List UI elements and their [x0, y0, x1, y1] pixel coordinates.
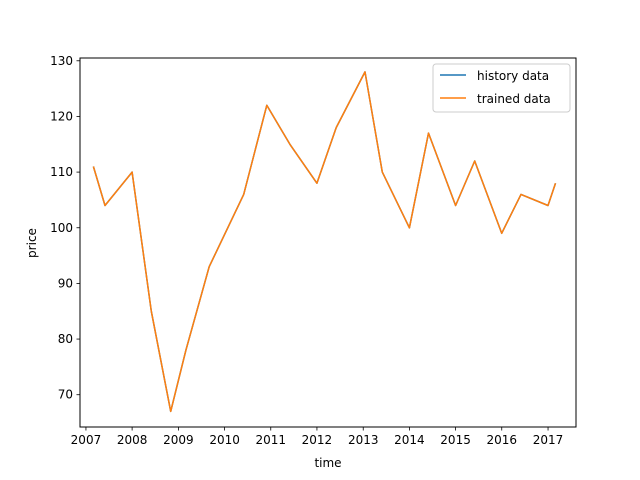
- y-axis-label: price: [25, 228, 39, 258]
- y-tick-label: 130: [50, 54, 73, 68]
- x-tick-label: 2012: [302, 433, 333, 447]
- legend-box: [432, 63, 571, 113]
- legend-label-history-data: history data: [477, 69, 549, 83]
- y-tick-label: 100: [50, 221, 73, 235]
- y-tick-label: 70: [58, 388, 73, 402]
- x-tick-label: 2010: [209, 433, 240, 447]
- y-tick-label: 90: [58, 276, 73, 290]
- x-tick-label: 2015: [440, 433, 471, 447]
- x-axis-label: time: [314, 456, 341, 470]
- y-tick-label: 120: [50, 109, 73, 123]
- x-tick-label: 2007: [71, 433, 102, 447]
- x-tick-label: 2014: [394, 433, 425, 447]
- x-tick-label: 2011: [255, 433, 286, 447]
- y-tick-label: 80: [58, 332, 73, 346]
- x-tick-label: 2016: [486, 433, 517, 447]
- series-layer: [92, 71, 557, 413]
- series-line-trained-data: [92, 71, 557, 413]
- plot-frame: [79, 57, 577, 428]
- x-tick-label: 2009: [163, 433, 194, 447]
- x-axis-ticks: 2007 2008 2009 2010 2011 2012 2013 2014 2015 2016…: [71, 427, 564, 447]
- y-axis-ticks: 70 80 90 100 110 120 130: [50, 54, 80, 402]
- legend-label-trained-data: trained data: [477, 92, 551, 106]
- x-tick-label: 2013: [348, 433, 379, 447]
- y-tick-label: 110: [50, 165, 73, 179]
- x-tick-label: 2008: [117, 433, 148, 447]
- x-tick-label: 2017: [533, 433, 564, 447]
- legend: history data trained data: [432, 63, 571, 113]
